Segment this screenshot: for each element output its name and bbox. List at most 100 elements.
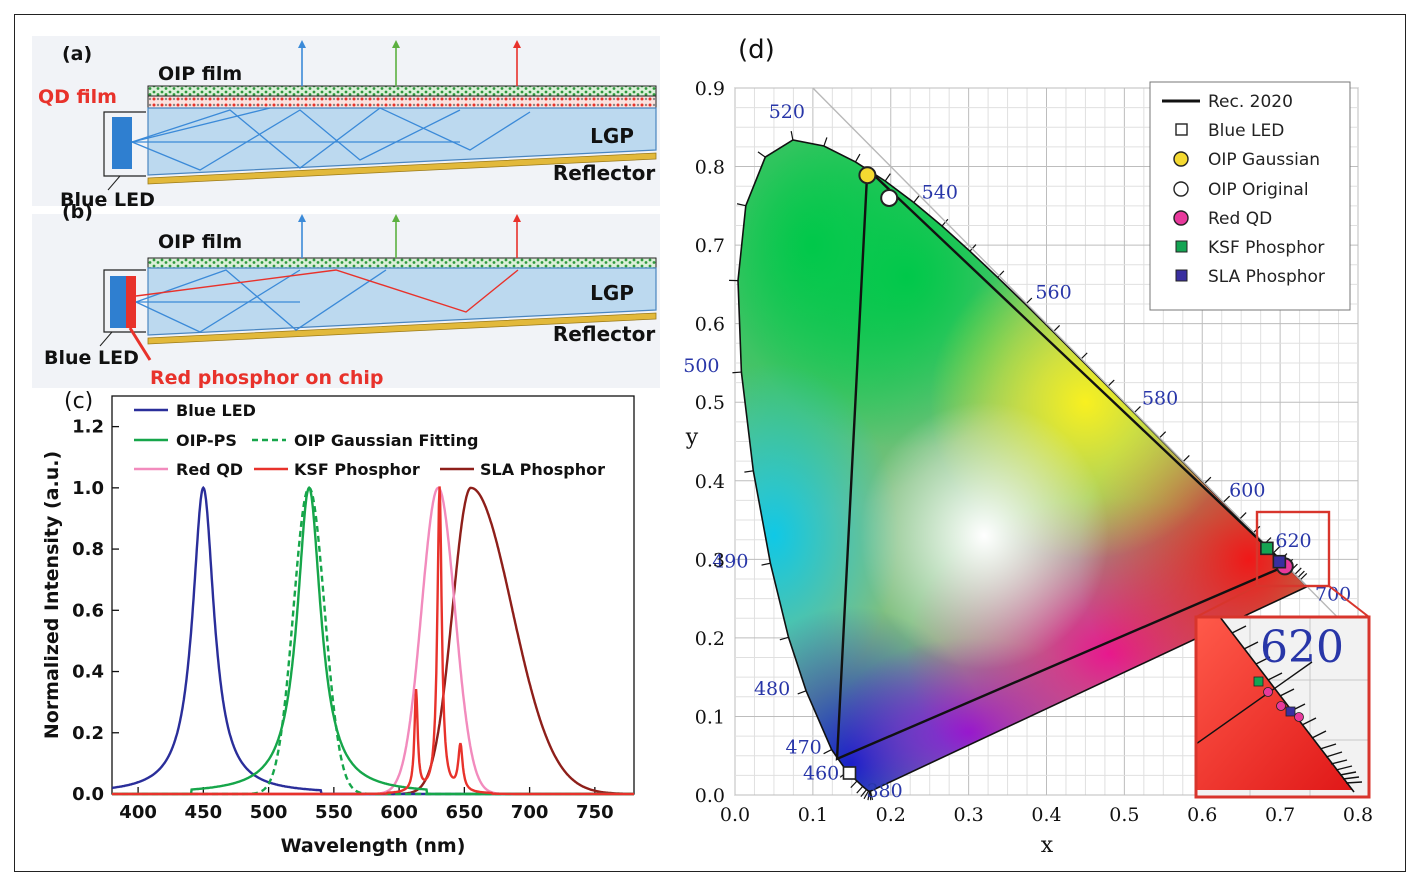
panel-c-xtick-label: 400 <box>119 802 157 823</box>
legend-marker-red-qd <box>1173 210 1189 226</box>
wavelength-label: 460 <box>803 763 839 785</box>
point-oip-original <box>880 188 899 207</box>
panel-c-xtick-label: 650 <box>446 802 484 823</box>
panel-b-oip-film <box>147 257 657 269</box>
panel-c-ytick-label: 1.2 <box>72 417 104 438</box>
panel-d-ytick-label: 0.8 <box>695 157 725 179</box>
panel-a-light-rays <box>131 107 531 171</box>
point-oip-gaussian <box>858 166 877 185</box>
panel-d-xtick-label: 0.3 <box>954 804 984 826</box>
panel-d-ytick-label: 0.2 <box>695 628 725 650</box>
panel-b-reflector-label: Reflector <box>553 322 656 346</box>
wavelength-label: 600 <box>1229 479 1265 501</box>
inset-red-qd-point <box>1263 687 1273 697</box>
panel-c-ytick-label: 0.2 <box>72 723 104 744</box>
panel-a-reflector-label: Reflector <box>553 161 656 185</box>
panel-d-ytick-label: 0.1 <box>695 706 725 728</box>
wavelength-label: 520 <box>769 101 805 123</box>
panel-a-oip-film <box>147 85 657 97</box>
legend-marker-oip-gaussian <box>1173 151 1189 167</box>
panel-b-phosphor-label: Red phosphor on chip <box>150 367 383 389</box>
series-ksf-phosphor <box>112 486 634 796</box>
panel-b-red-rays <box>135 269 519 313</box>
panel-a-oip-label: OIP film <box>158 63 242 85</box>
panel-c-xtick-label: 750 <box>576 802 614 823</box>
inset-red-region <box>1196 617 1352 790</box>
panel-c-plot-area <box>111 395 635 795</box>
panel-d-ytick-label: 0.7 <box>695 235 725 257</box>
legend-label-oip-ps: OIP-PS <box>176 431 237 450</box>
panel-c-ytick-label: 0.6 <box>72 600 104 621</box>
panel-c-xtick-label: 500 <box>250 802 288 823</box>
panel-b-led-housing <box>103 269 146 333</box>
panel-b: (b) OIP film Blue LED Red phosphor on ch… <box>32 201 660 389</box>
inset-rec2020-line <box>1196 661 1313 745</box>
panel-c-xtick-label: 600 <box>380 802 418 823</box>
panel-c-spectrum-chart: (c) 400 450 500 550 600 650 700 750 0.0 0.2 0.4 0.6… <box>41 389 635 857</box>
panel-a-lgp-label: LGP <box>590 124 634 148</box>
panel-a-blue-led <box>112 117 132 169</box>
legend-label-oip-gaussian: OIP Gaussian Fitting <box>294 431 479 450</box>
legend-label-blue-led: Blue LED <box>176 401 256 420</box>
inset-zoom: 620 <box>1196 617 1369 797</box>
legend-label-ksf: KSF Phosphor <box>294 460 420 479</box>
wavelength-label: 560 <box>1035 281 1071 303</box>
legend-label-sla: SLA Phosphor <box>480 460 605 479</box>
panel-d-xtick-label: 0.8 <box>1343 804 1373 826</box>
legend-label-sla-d: SLA Phosphor <box>1208 267 1325 287</box>
legend-label-oip-original: OIP Original <box>1208 180 1309 200</box>
inset-sla-point <box>1285 706 1296 717</box>
panel-a-label: (a) <box>62 43 92 65</box>
panel-a-exit-arrows <box>298 40 521 86</box>
panel-c-ytick-label: 0.4 <box>72 662 104 683</box>
legend-label-red-qd-d: Red QD <box>1208 209 1272 229</box>
wavelength-label: 500 <box>683 355 719 377</box>
panel-c-xlabel: Wavelength (nm) <box>281 835 466 857</box>
wavelength-label: 490 <box>712 550 748 572</box>
panel-c-ylabel: Normalized Intensity (a.u.) <box>41 451 63 739</box>
panel-b-lgp-label: LGP <box>590 281 634 305</box>
panel-d-ytick-label: 0.9 <box>695 78 725 100</box>
inset-red-qd-point-3 <box>1294 712 1304 722</box>
panel-b-blue-rays <box>135 269 387 333</box>
panel-c-label: (c) <box>64 389 93 414</box>
panel-a-led-housing <box>103 111 146 177</box>
panel-a-qd-film <box>147 95 657 109</box>
wavelength-label: 580 <box>1142 388 1178 410</box>
panel-d-tick-labels: 0.0 0.1 0.2 0.3 0.4 0.5 0.6 0.7 0.8 0.0 0.1 0.2 0.3 0… <box>695 78 1373 826</box>
panel-d-xtick-label: 0.5 <box>1109 804 1139 826</box>
inset-border <box>1194 615 1371 799</box>
inset-locus-ticks <box>1231 625 1363 784</box>
zoom-connector-left <box>1195 585 1258 618</box>
panel-d-xtick-label: 0.7 <box>1265 804 1295 826</box>
panel-a-qd-label: QD film <box>38 86 117 108</box>
panel-d-xtick-label: 0.4 <box>1031 804 1061 826</box>
panel-d-xtick-label: 0.0 <box>720 804 750 826</box>
zoom-connector-right <box>1328 585 1370 618</box>
legend-marker-blue-led <box>1175 123 1188 136</box>
legend-label-blue-led-d: Blue LED <box>1208 121 1284 141</box>
panel-d-xtick-label: 0.1 <box>798 804 828 826</box>
spectral-locus-ticks <box>729 131 1308 801</box>
legend-label-ksf-d: KSF Phosphor <box>1208 238 1324 258</box>
panel-d-legend: Rec. 2020 Blue LED OIP Gaussian OIP Orig… <box>1149 81 1351 311</box>
figure-frame <box>14 14 1406 872</box>
panel-d-ytick-label: 0.0 <box>695 785 725 807</box>
panel-c-xtick-label: 550 <box>315 802 353 823</box>
panel-c-xtick-label: 700 <box>511 802 549 823</box>
point-ksf-phosphor <box>1260 541 1274 556</box>
inset-red-qd-point-2 <box>1276 701 1286 711</box>
legend-label-oip-gaussian-d: OIP Gaussian <box>1208 150 1320 170</box>
panel-d-ytick-label: 0.5 <box>695 392 725 414</box>
legend-label-red-qd: Red QD <box>176 460 243 479</box>
legend-marker-sla <box>1175 269 1188 282</box>
panel-c-legend: Blue LED OIP-PS OIP Gaussian Fitting Red… <box>134 401 605 479</box>
panel-a-reflector <box>147 152 657 185</box>
zoom-region-box <box>1255 510 1331 588</box>
panel-d-xtick-label: 0.6 <box>1187 804 1217 826</box>
panel-b-red-phosphor <box>126 276 136 328</box>
panel-d-ytick-label: 0.6 <box>695 314 725 336</box>
panel-c-ytick-label: 1.0 <box>72 478 104 499</box>
panel-d-ylabel: y <box>685 425 699 450</box>
